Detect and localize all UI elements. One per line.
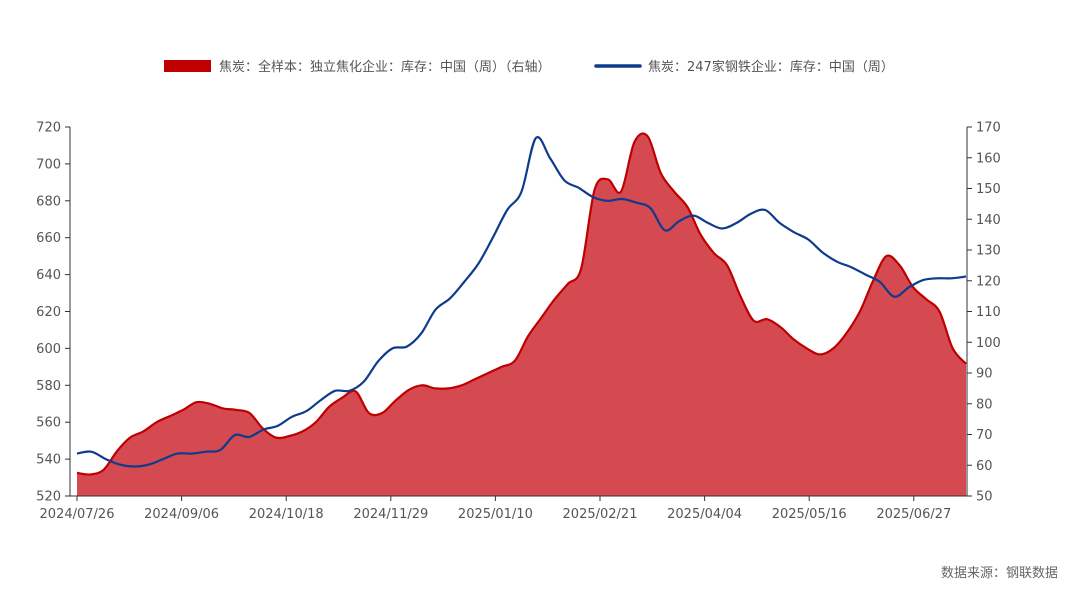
- left-tick-label: 640: [36, 268, 61, 283]
- right-tick-label: 70: [976, 428, 993, 443]
- x-tick-label: 2024/11/29: [353, 507, 428, 522]
- left-tick-label: 700: [36, 157, 61, 172]
- right-tick-label: 120: [976, 274, 1001, 289]
- right-tick-label: 160: [976, 151, 1001, 166]
- x-tick-label: 2024/09/06: [144, 507, 219, 522]
- x-tick-label: 2024/10/18: [249, 507, 324, 522]
- x-tick-label: 2025/01/10: [458, 507, 533, 522]
- x-tick-label: 2024/07/26: [40, 507, 115, 522]
- right-tick-label: 60: [976, 459, 993, 474]
- legend-label-line: 焦炭：247家钢铁企业：库存：中国（周）: [648, 59, 894, 75]
- axes: 520 540 560 580 600 620 640 660 680 700 720 50 60 70 8…: [36, 121, 1001, 523]
- x-tick-label: 2025/05/16: [772, 507, 847, 522]
- x-tick-label: 2025/02/21: [563, 507, 638, 522]
- area-series-line: [76, 132, 967, 476]
- left-tick-label: 620: [36, 305, 61, 320]
- right-tick-label: 150: [976, 182, 1001, 197]
- left-tick-label: 600: [36, 342, 61, 357]
- left-tick-label: 580: [36, 379, 61, 394]
- right-tick-label: 140: [976, 213, 1001, 228]
- right-tick-label: 80: [976, 397, 993, 412]
- right-tick-label: 100: [976, 336, 1001, 351]
- left-tick-label: 720: [36, 121, 61, 136]
- legend-label-area: 焦炭：全样本：独立焦化企业：库存：中国（周）（右轴）: [219, 59, 551, 75]
- area-series-fill: [77, 133, 966, 497]
- right-tick-label: 170: [976, 121, 1001, 136]
- legend-swatch-area: [164, 60, 211, 72]
- legend: 焦炭：全样本：独立焦化企业：库存：中国（周）（右轴） 焦炭：247家钢铁企业：库…: [164, 59, 894, 75]
- right-tick-label: 130: [976, 244, 1001, 259]
- right-tick-label: 90: [976, 367, 993, 382]
- x-tick-label: 2025/06/27: [876, 507, 951, 522]
- left-tick-label: 520: [36, 490, 61, 505]
- right-tick-label: 50: [976, 490, 993, 505]
- source-note: 数据来源：钢联数据: [940, 566, 1058, 581]
- left-tick-label: 680: [36, 194, 61, 209]
- left-tick-label: 660: [36, 231, 61, 246]
- left-tick-label: 560: [36, 416, 61, 431]
- x-tick-label: 2025/04/04: [667, 507, 742, 522]
- line-series: [76, 135, 967, 468]
- right-tick-label: 110: [976, 305, 1001, 320]
- plot-area: [76, 132, 967, 497]
- left-tick-label: 540: [36, 453, 61, 468]
